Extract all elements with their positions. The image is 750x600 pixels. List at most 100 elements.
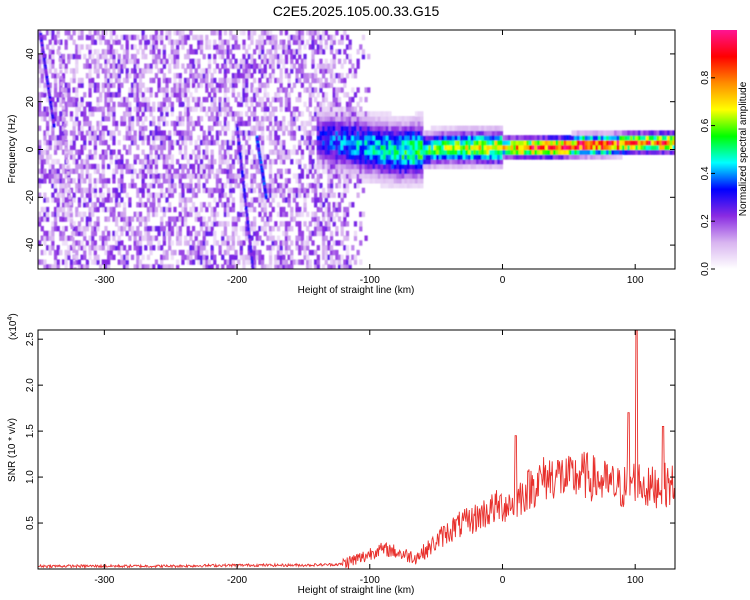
heatmap-cell xyxy=(96,178,100,184)
heatmap-cell xyxy=(592,149,596,155)
heatmap-cell xyxy=(383,130,387,136)
heatmap-cell xyxy=(170,264,174,269)
heatmap-cell xyxy=(279,249,283,256)
heatmap-cell xyxy=(356,120,360,127)
heatmap-cell xyxy=(56,73,60,79)
heatmap-cell xyxy=(234,230,238,237)
heatmap-cell xyxy=(290,49,294,55)
heatmap-cell xyxy=(303,87,307,93)
heatmap-cell xyxy=(279,144,283,151)
heatmap-cell xyxy=(332,159,336,165)
heatmap-cell xyxy=(218,120,222,127)
heatmap-cell xyxy=(329,68,334,74)
heatmap-cell xyxy=(430,163,435,170)
heatmap-cell xyxy=(414,120,419,127)
heatmap-cell xyxy=(250,53,254,60)
heatmap-cell xyxy=(157,178,161,184)
heatmap-cell xyxy=(107,87,111,93)
heatmap-cell xyxy=(51,225,55,232)
heatmap-cell xyxy=(104,101,108,108)
heatmap-cell xyxy=(377,163,381,170)
heatmap-cell xyxy=(152,49,156,55)
heatmap-cell xyxy=(298,206,302,213)
heatmap-cell xyxy=(306,135,310,141)
heatmap-cell xyxy=(605,139,610,146)
heatmap-cell xyxy=(414,163,419,170)
heatmap-cell xyxy=(75,163,79,170)
heatmap-cell xyxy=(465,144,469,151)
heatmap-cell xyxy=(45,245,50,251)
heatmap-cell xyxy=(183,39,188,45)
heatmap-cell xyxy=(335,206,339,213)
heatmap-cell xyxy=(258,96,262,103)
heatmap-cell xyxy=(176,58,180,65)
heatmap-cell xyxy=(364,144,368,151)
heatmap-cell xyxy=(104,116,108,122)
heatmap-cell xyxy=(183,149,188,155)
heatmap-cell xyxy=(48,30,52,36)
heatmap-cell xyxy=(298,225,302,232)
heatmap-cell xyxy=(383,178,387,184)
heatmap-cell xyxy=(67,206,71,213)
heatmap-cell xyxy=(38,92,42,98)
heatmap-cell xyxy=(255,230,259,237)
heatmap-cell xyxy=(247,259,251,265)
heatmap-cell xyxy=(268,211,273,218)
heatmap-cell xyxy=(109,53,113,60)
heatmap-cell xyxy=(117,139,121,146)
heatmap-cell xyxy=(149,159,153,165)
heatmap-cell xyxy=(114,73,119,79)
heatmap-cell xyxy=(112,106,116,112)
heatmap-cell xyxy=(56,192,60,198)
heatmap-cell xyxy=(48,178,52,184)
heatmap-cell xyxy=(176,259,180,265)
heatmap-cell xyxy=(356,178,360,184)
heatmap-cell xyxy=(43,235,47,241)
heatmap-cell xyxy=(258,63,262,69)
heatmap-cell xyxy=(186,259,190,265)
heatmap-cell xyxy=(210,96,214,103)
heatmap-cell xyxy=(651,130,655,136)
heatmap-cell xyxy=(133,168,137,174)
heatmap-cell xyxy=(223,225,228,232)
heatmap-streak-cell xyxy=(71,231,75,236)
heatmap-cell xyxy=(218,101,222,108)
heatmap-cell xyxy=(433,154,437,160)
heatmap-cell xyxy=(279,173,283,179)
heatmap-cell xyxy=(69,178,74,184)
heatmap-cell xyxy=(215,63,220,69)
heatmap-cell xyxy=(316,44,320,50)
heatmap-cell xyxy=(258,211,262,218)
heatmap-cell xyxy=(295,125,299,131)
heatmap-cell xyxy=(361,135,366,141)
heatmap-cell xyxy=(210,149,214,155)
heatmap-cell xyxy=(430,139,435,146)
heatmap-cell xyxy=(268,249,273,256)
heatmap-cell xyxy=(314,259,318,265)
heatmap-cell xyxy=(380,139,384,146)
heatmap-cell xyxy=(406,149,411,155)
heatmap-cell xyxy=(284,53,289,60)
heatmap-cell xyxy=(72,139,76,146)
heatmap-cell xyxy=(284,125,289,131)
heatmap-cell xyxy=(146,264,151,269)
colorbar-bar xyxy=(711,30,737,269)
heatmap-cell xyxy=(422,135,427,141)
heatmap-cell xyxy=(550,144,554,151)
heatmap-cell xyxy=(444,135,448,141)
heatmap-cell xyxy=(356,63,360,69)
heatmap-cell xyxy=(109,245,113,251)
heatmap-cell xyxy=(478,125,482,131)
heatmap-cell xyxy=(138,87,143,93)
heatmap-cell xyxy=(359,111,363,117)
heatmap-cell xyxy=(45,130,50,136)
heatmap-cell xyxy=(202,149,206,155)
heatmap-cell xyxy=(321,211,326,218)
heatmap-cell xyxy=(624,149,628,155)
heatmap-cell xyxy=(266,96,270,103)
heatmap-cell xyxy=(120,240,124,246)
heatmap-cell xyxy=(157,154,161,160)
heatmap-cell xyxy=(542,139,546,146)
heatmap-cell xyxy=(321,116,326,122)
heatmap-cell xyxy=(45,106,50,112)
